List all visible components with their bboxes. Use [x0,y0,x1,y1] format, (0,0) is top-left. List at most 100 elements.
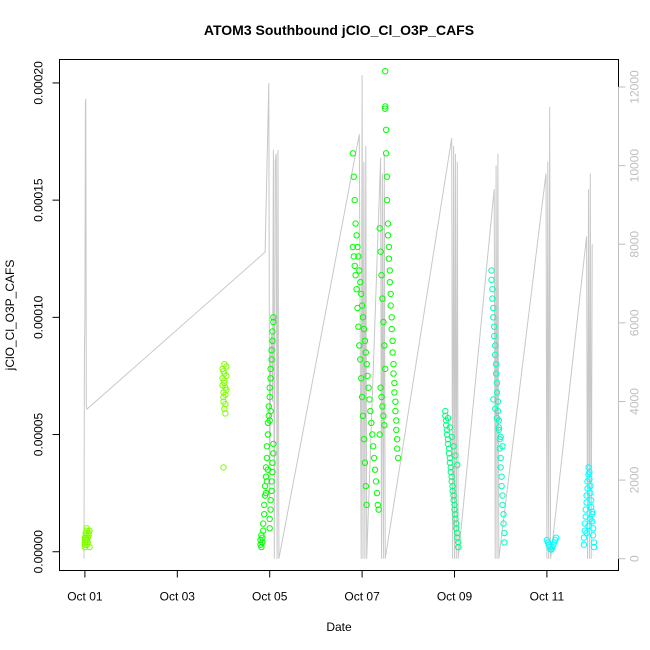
data-point [452,452,459,459]
data-point [497,454,504,462]
x-tick-label: Oct 01 [67,590,103,604]
data-point [353,286,360,293]
data-point [489,295,496,302]
data-point [260,527,267,534]
data-point [223,386,230,394]
data-point [588,497,595,504]
data-point [263,454,271,462]
data-point [370,454,378,462]
series-6 [488,267,508,546]
altitude-line [83,75,593,559]
data-point [363,501,370,509]
data-point [379,295,386,302]
data-point [455,539,462,546]
data-point [377,384,384,391]
data-point [492,342,499,349]
data-point [587,515,594,523]
data-point [490,396,497,403]
x-tick-label: Oct 09 [437,590,473,604]
data-point [368,419,375,426]
data-point [266,525,273,532]
data-point [391,389,398,396]
data-point [381,342,388,349]
data-point [380,412,387,419]
data-point [387,290,394,298]
data-point [266,515,273,523]
data-point [590,543,598,551]
data-point [451,501,458,509]
data-point [380,318,387,326]
data-point [260,520,267,527]
data-point [86,543,93,551]
data-point [491,332,498,340]
x-tick-label: Oct 11 [530,590,565,604]
data-point [360,325,368,333]
data-point [492,351,499,358]
data-point [375,506,382,513]
data-point [444,414,452,422]
data-point [358,290,365,298]
data-point [389,337,396,344]
data-point [493,379,501,387]
data-point [222,391,229,398]
data-point [363,361,370,368]
data-point [454,461,461,469]
data-point [387,302,394,309]
data-point [493,389,501,396]
data-point [355,253,362,260]
y2-tick-label: 10000 [628,149,642,183]
data-point [381,422,388,429]
data-point [391,379,398,387]
data-points-layer [81,68,598,553]
data-point [442,407,449,415]
data-point [267,407,274,415]
data-point [366,396,373,403]
y2-tick-label: 6000 [628,309,642,336]
data-point [354,243,361,251]
data-point [267,375,274,382]
data-point [220,368,227,375]
data-point [495,424,502,431]
x-axis: Oct 01 Oct 03 Oct 05 Oct 07 Oct 09 Oct 11 [67,570,565,604]
data-point [379,403,386,410]
data-point [270,450,277,457]
data-point [590,539,598,546]
data-point [446,454,454,462]
data-point [365,384,372,391]
data-point [497,464,504,471]
data-point [357,279,364,286]
data-point [444,440,452,448]
data-point [488,267,495,274]
y2-tick-label: 12000 [628,70,642,104]
data-point [448,478,455,485]
data-point [259,534,266,541]
data-point [373,489,381,497]
series-0 [81,525,93,551]
data-point [449,487,456,494]
data-point [448,433,455,441]
data-point [580,534,588,541]
y2-tick-label: 8000 [628,231,642,258]
data-point [367,407,374,415]
data-point [220,464,227,471]
data-point [393,426,400,434]
data-point [382,103,389,110]
data-point [490,304,497,312]
data-point [455,543,462,551]
data-point [268,347,275,354]
data-point [450,497,457,504]
data-point [452,515,459,523]
data-point [383,196,391,204]
data-point [221,379,228,387]
y2-axis: 0 2000 4000 6000 8000 10000 12000 [618,70,642,562]
data-point [261,501,268,509]
data-point [498,482,505,490]
data-point [382,126,390,134]
data-point [350,173,357,180]
data-point [452,511,459,518]
data-point [490,314,497,321]
data-point [266,393,273,401]
y2-tick-label: 0 [628,555,642,562]
data-point [354,304,361,312]
